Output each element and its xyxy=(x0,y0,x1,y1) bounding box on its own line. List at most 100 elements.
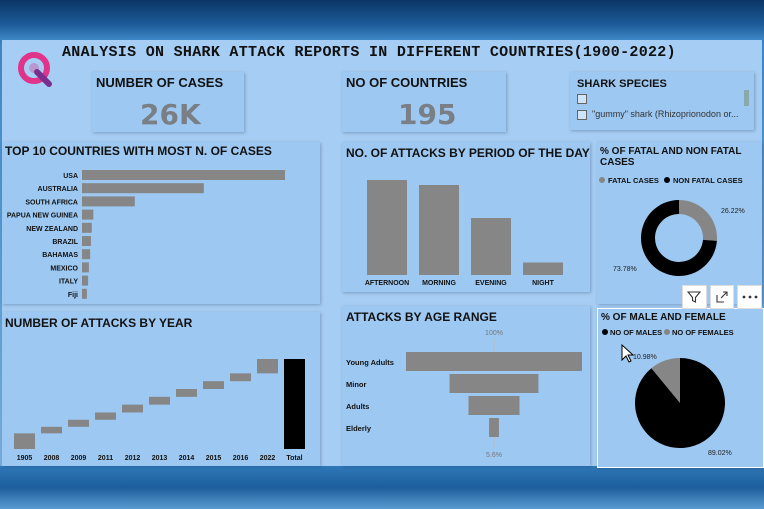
tick-label: Total xyxy=(286,455,302,462)
legend-label: NON FATAL CASES xyxy=(673,176,743,185)
bar xyxy=(523,262,563,275)
bar xyxy=(471,218,511,275)
tick-label: BRAZIL xyxy=(52,239,78,246)
focus-mode-icon[interactable] xyxy=(709,285,735,309)
panel-gender: % OF MALE AND FEMALE NO OF MALES NO OF FE… xyxy=(597,308,764,468)
bar xyxy=(149,396,170,405)
attacks-by-year-chart: 1905 2008 2009 2011 2012 2013 2014 2015 2016 2022… xyxy=(14,359,305,462)
bar xyxy=(68,419,89,427)
panel-fatal: % OF FATAL AND NON FATAL CASES FATAL CAS… xyxy=(597,142,762,304)
pie-slice xyxy=(635,358,725,448)
bar xyxy=(82,262,89,273)
more-options-icon[interactable] xyxy=(737,285,763,309)
tick-label: 2011 xyxy=(98,455,113,462)
panel-year: NUMBER OF ATTACKS BY YEAR 1905 2008 2009 20… xyxy=(2,312,320,466)
tick-label: Young Adults xyxy=(346,358,394,367)
kpi-label: NO OF COUNTRIES xyxy=(346,75,468,90)
legend-marker xyxy=(664,329,670,335)
tick-label: Elderly xyxy=(346,424,372,433)
bar xyxy=(284,359,305,449)
funnel-bar xyxy=(406,352,582,371)
bar xyxy=(82,288,87,299)
tick-label: 2008 xyxy=(44,455,60,462)
page-title: ANALYSIS ON SHARK ATTACK REPORTS IN DIFF… xyxy=(62,44,676,61)
tick-label: Minor xyxy=(346,380,366,389)
tick-label: Fiji xyxy=(68,292,78,299)
panel-period: NO. OF ATTACKS BY PERIOD OF THE DAY AFTE… xyxy=(342,142,590,292)
tick-label: 2022 xyxy=(260,455,276,462)
tick-label: 2009 xyxy=(71,455,87,462)
ocean-background-top xyxy=(0,0,764,40)
ocean-background-bottom xyxy=(0,466,764,509)
tick-label: AFTERNOON xyxy=(365,280,409,287)
slicer-item[interactable]: "gummy" shark (Rhizoprionodon or... xyxy=(577,109,738,120)
tick-label: Adults xyxy=(346,402,369,411)
pie-slice xyxy=(651,358,680,403)
chart-title: TOP 10 COUNTRIES WITH MOST N. OF CASES xyxy=(5,144,272,158)
bar xyxy=(230,373,251,382)
donut-slice xyxy=(641,200,717,276)
chart-title: NO. OF ATTACKS BY PERIOD OF THE DAY xyxy=(346,146,590,160)
tick-label: AUSTRALIA xyxy=(38,186,78,193)
mouse-cursor-icon xyxy=(621,344,635,363)
filter-icon[interactable] xyxy=(682,285,707,309)
bar xyxy=(14,433,35,449)
bar xyxy=(95,412,116,420)
data-label: 5.6% xyxy=(486,452,502,459)
slicer-scrollbar[interactable] xyxy=(744,90,749,106)
tick-label: 2015 xyxy=(206,455,222,462)
checkbox[interactable] xyxy=(577,93,587,104)
bar xyxy=(82,222,92,233)
tick-label: EVENING xyxy=(475,280,507,287)
chart-title: ATTACKS BY AGE RANGE xyxy=(346,310,497,324)
legend-label: NO OF MALES xyxy=(610,328,662,337)
bar xyxy=(82,209,94,220)
legend-label: NO OF FEMALES xyxy=(672,328,734,337)
bar xyxy=(82,183,204,194)
data-label: 100% xyxy=(485,330,503,337)
tick-label: 2014 xyxy=(179,455,195,462)
tick-label: PAPUA NEW GUINEA xyxy=(7,213,78,220)
slicer-title: SHARK SPECIES xyxy=(577,78,667,90)
data-label: 10.98% xyxy=(633,354,657,361)
chart-title: % OF MALE AND FEMALE xyxy=(601,312,726,323)
tick-label: BAHAMAS xyxy=(42,252,78,259)
legend-marker xyxy=(602,329,608,335)
chart-title: NUMBER OF ATTACKS BY YEAR xyxy=(5,316,193,330)
legend-label: FATAL CASES xyxy=(608,176,659,185)
bar xyxy=(367,180,407,275)
chart-title: % OF FATAL AND NON FATAL CASES xyxy=(600,146,742,168)
bar xyxy=(176,389,197,397)
top10-countries-chart: USA AUSTRALIA SOUTH AFRICA PAPUA NEW GUINEA… xyxy=(7,170,285,299)
shark-species-slicer[interactable]: SHARK SPECIES "gummy" shark (Rhizopriono… xyxy=(570,72,754,130)
tick-label: 1905 xyxy=(17,455,33,462)
data-label: 73.78% xyxy=(613,266,637,273)
bar xyxy=(82,170,285,180)
bar xyxy=(82,196,135,207)
bar xyxy=(122,404,143,413)
age-range-funnel-chart: 100% Young Adults Minor Adults Elderly 5.6% xyxy=(346,330,582,459)
slicer-item[interactable] xyxy=(577,93,592,104)
visual-toolbar xyxy=(682,285,763,309)
tick-label: SOUTH AFRICA xyxy=(25,199,78,206)
checkbox[interactable] xyxy=(577,109,587,120)
legend-marker xyxy=(664,177,670,183)
kpi-card-cases[interactable]: NUMBER OF CASES 26K xyxy=(92,72,244,132)
tick-label: MORNING xyxy=(422,280,456,287)
kpi-card-countries[interactable]: NO OF COUNTRIES 195 xyxy=(342,72,506,132)
tick-label: 2013 xyxy=(152,455,168,462)
tick-label: ITALY xyxy=(59,279,78,286)
panel-top10: TOP 10 COUNTRIES WITH MOST N. OF CASES U… xyxy=(2,142,320,304)
period-of-day-chart: AFTERNOON MORNING EVENING NIGHT xyxy=(365,180,563,287)
fatal-nonfatal-donut-chart: FATAL CASES NON FATAL CASES 26.22% 73.78% xyxy=(599,176,745,276)
data-label: 89.02% xyxy=(708,450,732,457)
legend-marker xyxy=(599,177,605,183)
tick-label: MEXICO xyxy=(50,265,78,272)
tick-label: 2012 xyxy=(125,455,141,462)
bar xyxy=(82,275,89,286)
bar xyxy=(419,185,459,275)
kpi-value: 195 xyxy=(398,98,457,131)
funnel-bar xyxy=(449,374,539,393)
tick-label: NIGHT xyxy=(532,280,555,287)
bar xyxy=(82,236,91,246)
